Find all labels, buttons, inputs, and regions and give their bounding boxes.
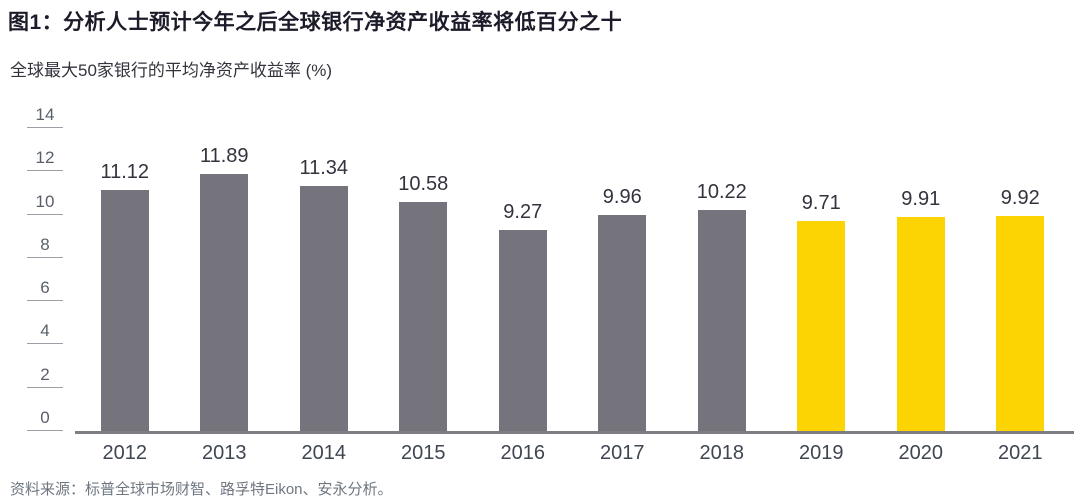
bar-slot: 11.12 — [75, 128, 175, 431]
y-tick: 0 — [27, 409, 63, 431]
bar-slot: 10.58 — [374, 128, 474, 431]
figure-title: 图1：分析人士预计今年之后全球银行净资产收益率将低百分之十 — [8, 11, 623, 34]
y-tick-label: 10 — [35, 191, 55, 211]
y-tick: 12 — [27, 148, 63, 172]
y-tick-label: 0 — [40, 408, 50, 427]
bar-chart: 0 2 4 6 8 10 12 14 11.12 11.89 11.34 10.58 9.27 9.96… — [8, 106, 1074, 464]
y-tick-line — [27, 386, 63, 388]
bar-value-label: 11.34 — [299, 156, 349, 179]
bar-slot: 11.89 — [175, 128, 275, 431]
bar-value-label: 11.12 — [100, 161, 150, 184]
x-axis-label: 2013 — [202, 442, 247, 464]
y-tick-line — [27, 127, 63, 128]
x-axis-label: 2019 — [799, 442, 844, 464]
y-tick-line — [27, 256, 63, 258]
bar-value-label: 9.27 — [503, 201, 543, 224]
y-tick-label: 12 — [35, 148, 55, 168]
x-axis-label: 2012 — [102, 442, 148, 464]
bar-slot: 9.92 — [971, 128, 1071, 431]
x-axis-label: 2014 — [301, 442, 347, 464]
y-tick: 2 — [27, 366, 63, 388]
x-axis-label: 2021 — [998, 442, 1043, 464]
bar-slot: 9.27 — [473, 128, 573, 431]
y-tick: 6 — [27, 278, 63, 302]
bar-slot: 10.22 — [672, 128, 772, 431]
y-tick-label: 8 — [40, 234, 50, 254]
bar-value-label: 10.22 — [696, 180, 747, 203]
y-tick: 8 — [27, 236, 63, 258]
x-axis-label: 2018 — [699, 442, 745, 464]
y-tick-label: 6 — [40, 278, 50, 298]
x-axis-labels-row: 2012 2013 2014 2015 2016 2017 2018 2019 2020 2021 — [75, 442, 1074, 464]
figure-subtitle: 全球最大50家银行的平均净资产收益率 (%) — [10, 61, 333, 80]
y-tick: 10 — [27, 193, 63, 215]
x-axis-label: 2020 — [898, 442, 944, 464]
bar-value-label: 10.58 — [398, 173, 449, 196]
y-tick-label: 14 — [35, 105, 55, 124]
y-axis: 0 2 4 6 8 10 12 14 — [8, 106, 75, 431]
bar — [100, 190, 149, 431]
bar — [896, 216, 945, 431]
bar — [797, 220, 846, 431]
bar — [399, 202, 448, 431]
x-axis-label: 2017 — [600, 442, 645, 464]
bar — [299, 185, 348, 431]
y-tick-line — [27, 213, 63, 215]
bar — [200, 173, 249, 431]
y-tick-line — [27, 170, 63, 172]
y-tick-label: 2 — [40, 364, 50, 384]
bar-value-label: 9.92 — [1000, 187, 1040, 210]
bar — [996, 216, 1045, 431]
bar — [598, 215, 647, 431]
bar — [498, 230, 547, 431]
x-axis-label: 2015 — [401, 442, 446, 464]
bar-slot: 9.96 — [573, 128, 673, 431]
y-tick: 4 — [27, 321, 63, 345]
y-tick-label: 4 — [40, 321, 50, 341]
plot-area: 11.12 11.89 11.34 10.58 9.27 9.96 10.22 9.71 9.9… — [75, 128, 1074, 434]
y-tick-line — [27, 430, 63, 431]
y-tick: 14 — [27, 106, 63, 128]
bar-slot: 11.34 — [274, 128, 374, 431]
bar — [697, 209, 746, 431]
plot-column: 11.12 11.89 11.34 10.58 9.27 9.96 10.22 9.71 9.9… — [75, 128, 1074, 464]
bar-value-label: 11.89 — [199, 144, 249, 167]
bar-slot: 9.71 — [772, 128, 872, 431]
y-tick-line — [27, 300, 63, 302]
x-axis-label: 2016 — [500, 442, 546, 464]
source-note: 资料来源：标普全球市场财智、路孚特Eikon、安永分析。 — [10, 481, 393, 498]
bar-value-label: 9.91 — [901, 187, 941, 210]
y-tick-line — [27, 343, 63, 345]
bar-slot: 9.91 — [871, 128, 971, 431]
bar-value-label: 9.71 — [801, 191, 841, 214]
bar-value-label: 9.96 — [602, 186, 642, 209]
